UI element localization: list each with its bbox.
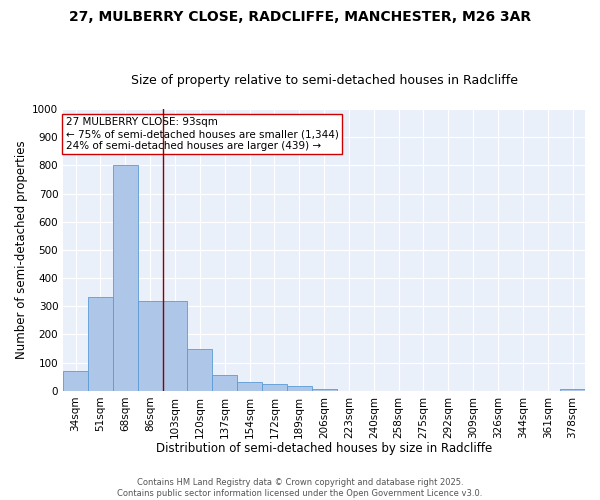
Text: 27 MULBERRY CLOSE: 93sqm
← 75% of semi-detached houses are smaller (1,344)
24% o: 27 MULBERRY CLOSE: 93sqm ← 75% of semi-d… [66,118,338,150]
Bar [287,386,311,391]
Bar [212,375,237,391]
Text: Contains HM Land Registry data © Crown copyright and database right 2025.
Contai: Contains HM Land Registry data © Crown c… [118,478,482,498]
Bar [113,166,138,391]
Bar [237,382,262,391]
Bar [187,348,212,391]
Text: 27, MULBERRY CLOSE, RADCLIFFE, MANCHESTER, M26 3AR: 27, MULBERRY CLOSE, RADCLIFFE, MANCHESTE… [69,10,531,24]
Bar [63,371,88,391]
Y-axis label: Number of semi-detached properties: Number of semi-detached properties [15,140,28,359]
Bar [560,388,585,391]
X-axis label: Distribution of semi-detached houses by size in Radcliffe: Distribution of semi-detached houses by … [156,442,492,455]
Bar [138,301,163,391]
Bar [311,388,337,391]
Bar [163,301,187,391]
Bar [262,384,287,391]
Title: Size of property relative to semi-detached houses in Radcliffe: Size of property relative to semi-detach… [131,74,518,87]
Bar [88,298,113,391]
